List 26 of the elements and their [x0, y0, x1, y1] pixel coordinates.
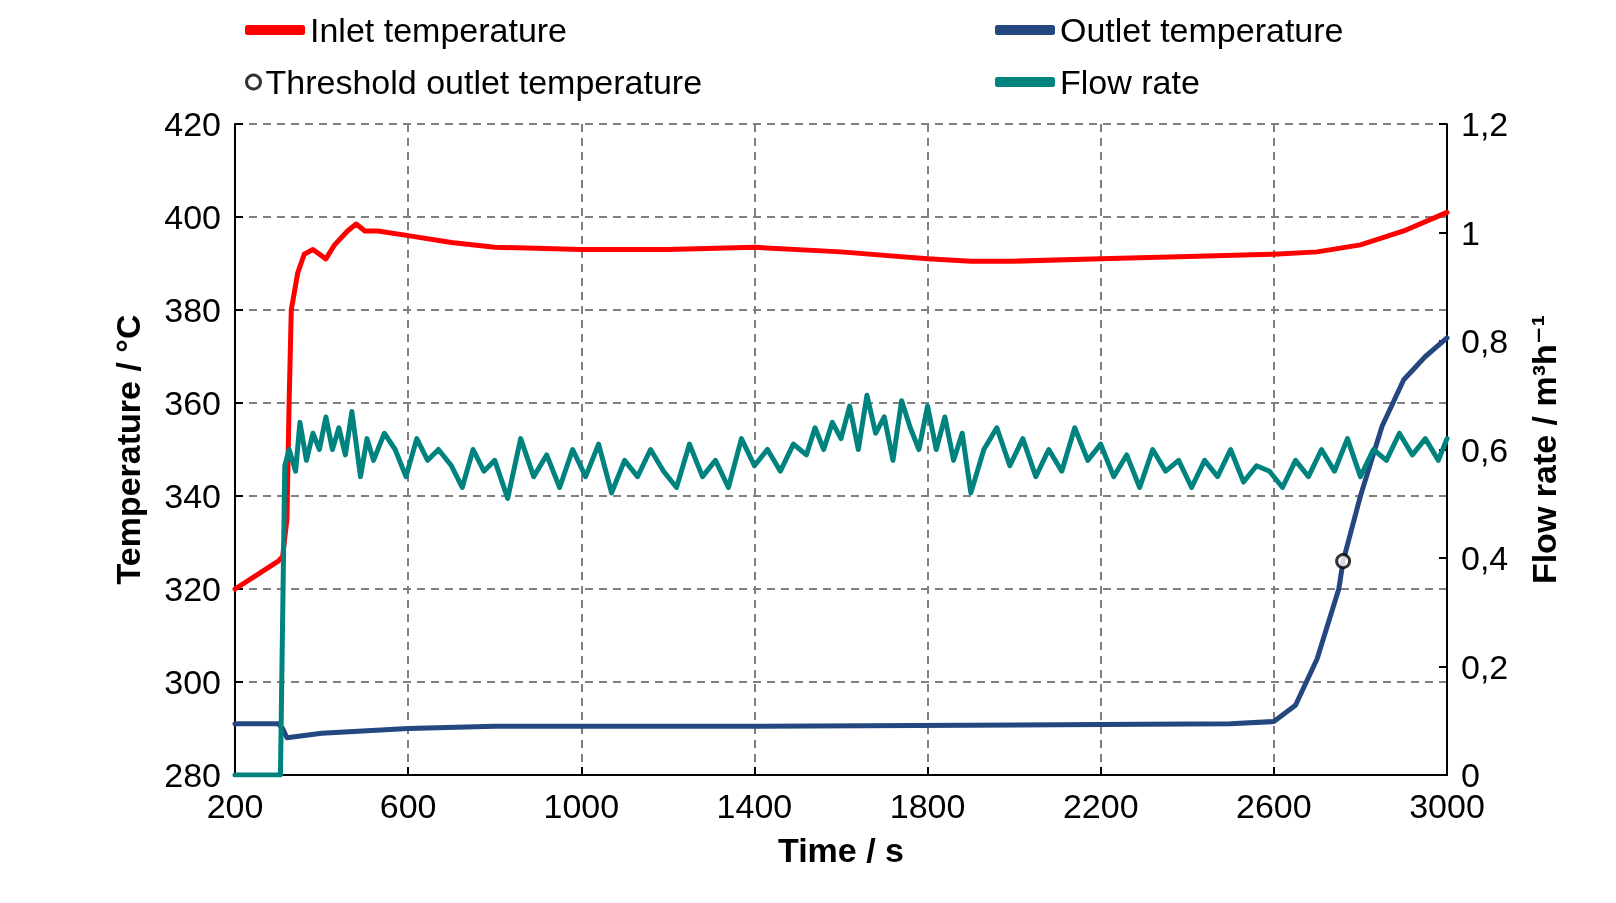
- legend-label: Threshold outlet temperature: [265, 63, 703, 101]
- legend-label: Outlet temperature: [1060, 11, 1344, 49]
- y-tick-label: 400: [164, 198, 221, 236]
- y2-tick-label: 1,2: [1461, 105, 1509, 143]
- x-tick-label: 1400: [716, 787, 793, 825]
- x-tick-label: 2600: [1236, 787, 1312, 825]
- y-tick-label: 300: [164, 663, 221, 701]
- legend-label: Flow rate: [1060, 63, 1200, 101]
- y-axis-title: Temperature / °C: [109, 314, 147, 585]
- y-tick-label: 320: [164, 570, 221, 608]
- y2-tick-label: 0,4: [1461, 539, 1509, 577]
- x-tick-label: 1000: [543, 787, 620, 825]
- x-axis-title: Time / s: [778, 831, 904, 869]
- y-tick-label: 360: [164, 384, 221, 422]
- y2-tick-label: 1: [1461, 213, 1480, 252]
- y-tick-label: 340: [164, 477, 221, 515]
- y2-tick-label: 0,8: [1461, 322, 1509, 360]
- y2-axis-title: Flow rate / m³h⁻¹: [1525, 314, 1563, 585]
- y2-tick-label: 0,6: [1461, 430, 1509, 469]
- y-tick-label: 380: [164, 291, 221, 329]
- x-tick-label: 600: [379, 787, 437, 825]
- legend-label: Inlet temperature: [310, 11, 568, 49]
- x-tick-label: 2200: [1062, 787, 1139, 825]
- y-tick-label: 420: [164, 105, 221, 143]
- x-tick-label: 1800: [889, 787, 966, 825]
- y2-tick-label: 0,2: [1461, 647, 1509, 686]
